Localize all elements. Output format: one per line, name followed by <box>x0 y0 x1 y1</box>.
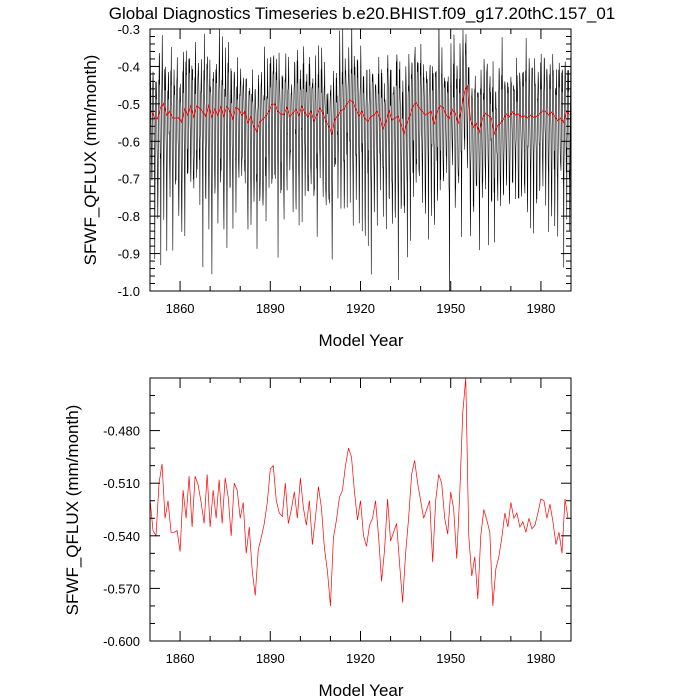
x-tick-label: 1920 <box>346 651 375 666</box>
x-axis-label: Model Year <box>318 331 403 350</box>
series-line-annual-mean <box>151 84 570 136</box>
x-tick-label: 1890 <box>256 301 285 316</box>
x-tick-label: 1860 <box>166 651 195 666</box>
y-tick-label: -0.600 <box>103 634 140 649</box>
y-tick-label: -0.4 <box>118 59 140 74</box>
x-tick-label: 1950 <box>436 651 465 666</box>
series-line-annual-mean <box>150 378 569 606</box>
chart-annual-mean: 1860 1890 1920 1950 1980 -0.600 -0.570 -0.540 -0… <box>63 377 572 700</box>
y-tick-label: -0.9 <box>118 247 140 262</box>
y-tick-label: -0.7 <box>118 172 140 187</box>
y-tick-label: -0.3 <box>118 22 140 37</box>
y-axis-label: SFWF_QFLUX (mm/month) <box>81 55 100 266</box>
plot-frame <box>149 377 572 642</box>
figure-title: Global Diagnostics Timeseries b.e20.BHIS… <box>109 4 616 23</box>
y-tick-label: -0.570 <box>103 581 140 596</box>
x-tick-label: 1860 <box>166 301 195 316</box>
y-axis-label: SFWF_QFLUX (mm/month) <box>63 405 82 616</box>
chart-monthly-and-annual: 1860 1890 1920 1950 1980 -1.0 -0.9 -0.8 -0.7 -0.6… <box>81 22 572 350</box>
y-tick-label: -0.8 <box>118 209 140 224</box>
y-tick-label: -0.6 <box>118 134 140 149</box>
y-tick-label: -0.510 <box>103 476 140 491</box>
x-tick-label: 1980 <box>526 651 555 666</box>
x-tick-label: 1950 <box>436 301 465 316</box>
y-tick-label: -1.0 <box>118 284 140 299</box>
series-line-monthly <box>150 29 571 291</box>
y-tick-label: -0.5 <box>118 97 140 112</box>
x-tick-label: 1920 <box>346 301 375 316</box>
x-tick-label: 1890 <box>256 651 285 666</box>
x-tick-label: 1980 <box>526 301 555 316</box>
y-tick-label: -0.480 <box>103 424 140 439</box>
y-tick-label: -0.540 <box>103 529 140 544</box>
x-axis-label: Model Year <box>318 681 403 700</box>
